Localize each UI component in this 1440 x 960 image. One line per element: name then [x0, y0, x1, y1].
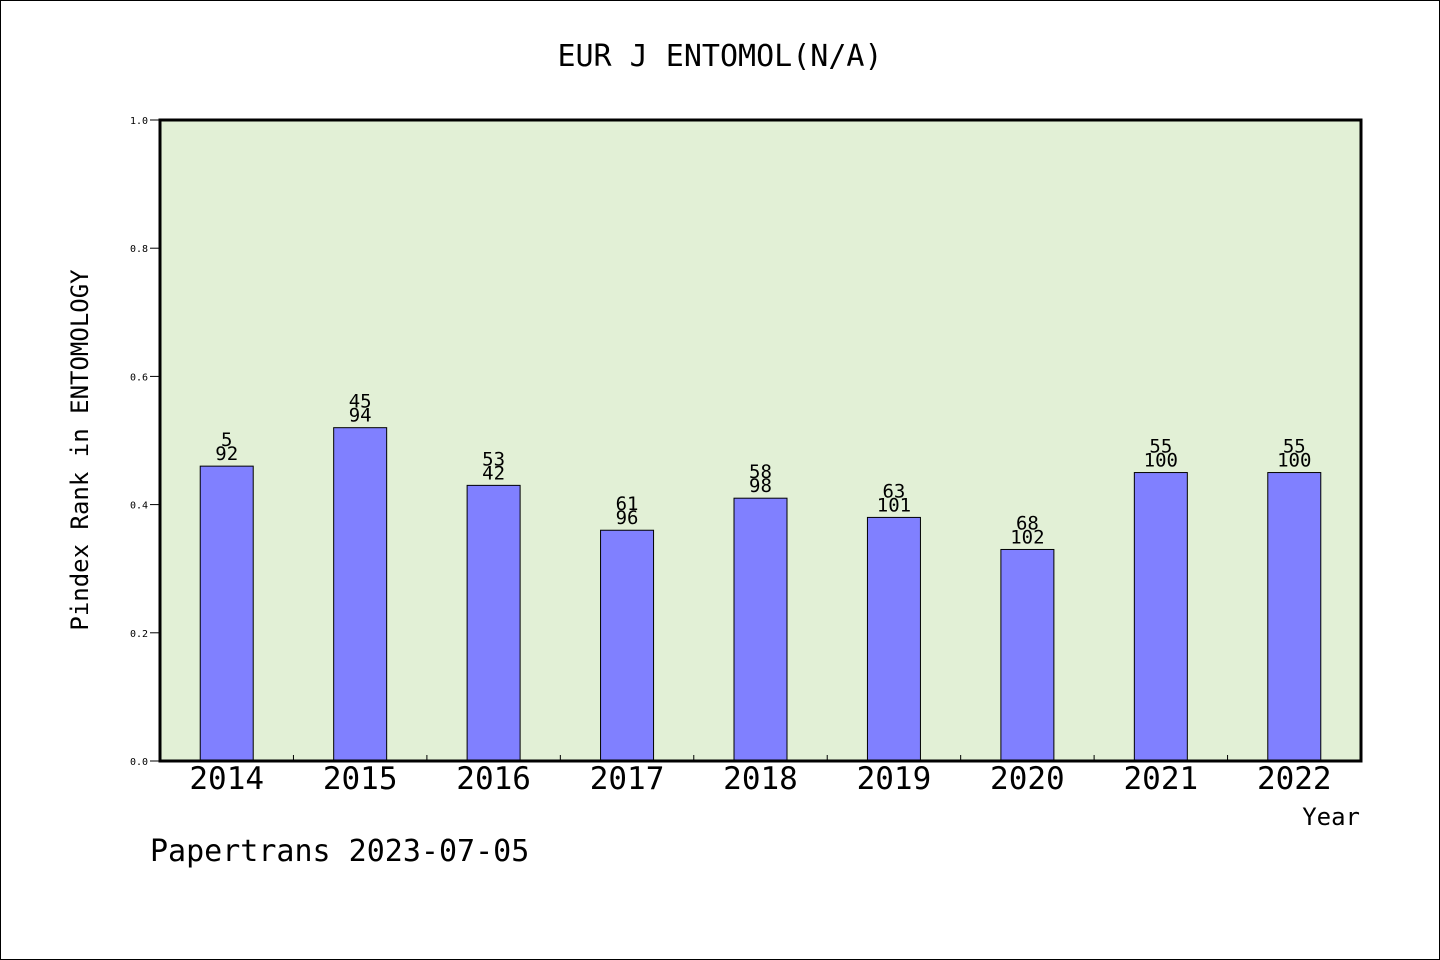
y-tick-label: 0.6	[130, 372, 148, 383]
plot-border	[158, 118, 1363, 763]
data-label-top-2021: 55	[1149, 436, 1172, 458]
data-label-top-2022: 55	[1283, 436, 1306, 458]
x-tick-label-2014: 2014	[189, 761, 264, 797]
y-tick-label: 0.0	[130, 757, 148, 768]
data-label-bottom-2018: 98	[749, 475, 772, 497]
y-tick-label: 1.0	[130, 116, 148, 127]
x-tick-label-2017: 2017	[590, 761, 665, 797]
x-tick-label-2018: 2018	[723, 761, 798, 797]
data-label-top-2016: 53	[482, 448, 505, 470]
bar-2021	[1133, 472, 1188, 762]
data-label-bottom-2017: 96	[616, 507, 639, 529]
y-tick-label: 0.2	[130, 629, 148, 640]
bar-2014	[199, 465, 254, 762]
bar-2020	[1000, 548, 1055, 762]
x-tick-label-2021: 2021	[1124, 761, 1199, 797]
x-tick-label-2016: 2016	[456, 761, 531, 797]
footer-watermark: Papertrans 2023-07-05	[150, 834, 530, 869]
y-axis-label: Pindex Rank in ENTOMOLOGY	[66, 269, 94, 631]
data-label-bottom-2022: 100	[1277, 450, 1311, 472]
y-tick-label: 0.8	[130, 244, 148, 255]
bars-group	[199, 427, 1322, 762]
data-label-bottom-2020: 102	[1010, 526, 1044, 548]
bar-2017	[600, 529, 655, 762]
bar-2019	[866, 516, 921, 762]
bar-2016	[466, 484, 521, 762]
data-label-top-2017: 61	[616, 493, 639, 515]
x-tick-label-2015: 2015	[323, 761, 398, 797]
data-label-bottom-2016: 42	[482, 462, 505, 484]
data-label-bottom-2015: 94	[349, 405, 372, 427]
bar-2015	[333, 427, 388, 762]
data-label-top-2014: 5	[221, 429, 232, 451]
chart-title: EUR J ENTOMOL(N/A)	[557, 39, 882, 74]
x-axis-ticks: 2014 2015 2016 2017 2018 2019 2020 2021 2022	[189, 755, 1332, 797]
bar-2022	[1267, 472, 1322, 762]
data-label-bottom-2021: 100	[1144, 450, 1178, 472]
x-tick-label-2019: 2019	[857, 761, 932, 797]
x-tick-label-2020: 2020	[990, 761, 1065, 797]
y-axis-ticks: 0.0 0.2 0.4 0.6 0.8 1.0	[130, 116, 160, 768]
data-label-top-2018: 58	[749, 461, 772, 483]
data-label-top-2015: 45	[349, 391, 372, 413]
data-label-bottom-2019: 101	[877, 494, 911, 516]
bar-2018	[733, 497, 788, 762]
data-label-bottom-2014: 92	[215, 443, 238, 465]
y-tick-label: 0.4	[130, 501, 148, 512]
x-tick-label-2022: 2022	[1257, 761, 1332, 797]
x-axis-label: Year	[1302, 803, 1360, 831]
data-label-top-2020: 68	[1016, 512, 1039, 534]
data-label-top-2019: 63	[882, 480, 905, 502]
